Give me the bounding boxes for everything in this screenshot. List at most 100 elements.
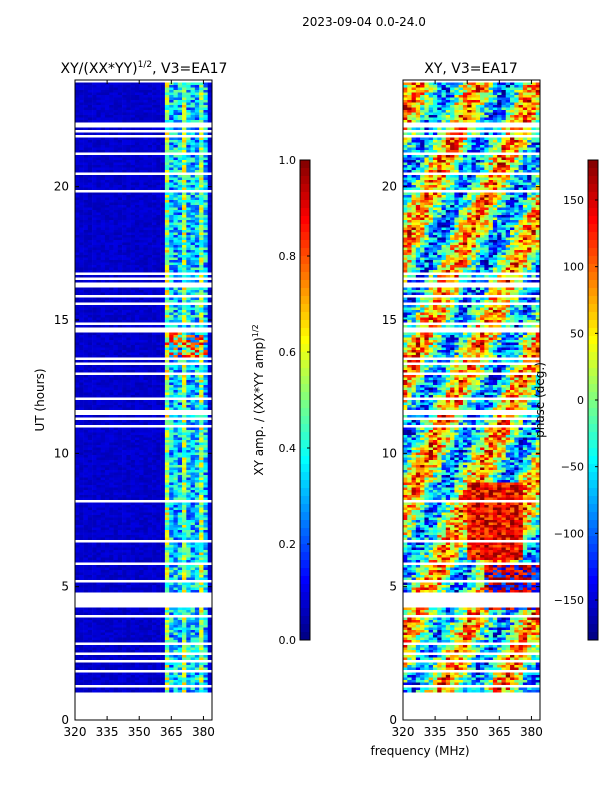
amp-cell (177, 432, 183, 435)
amp-cell (173, 402, 179, 405)
amp-cell (130, 432, 136, 435)
amp-cell (160, 375, 166, 378)
amp-cell (186, 407, 191, 410)
amp-cell (152, 220, 157, 223)
amp-cell (207, 297, 213, 300)
amp-cell (104, 305, 110, 308)
amp-cell (203, 445, 209, 448)
amp-cell (143, 515, 149, 518)
amp-cell (100, 427, 106, 430)
amp-cell (152, 195, 157, 198)
amp-cell (164, 160, 170, 163)
amp-cell (182, 505, 187, 508)
amp-cell (75, 440, 80, 443)
amp-cell (164, 440, 170, 443)
amp-cell (169, 275, 174, 278)
amp-cell (173, 225, 179, 228)
amp-cell (96, 175, 101, 178)
amp-cell (207, 502, 213, 505)
amp-cell (126, 210, 131, 213)
amp-cell (117, 97, 123, 100)
amp-cell (177, 525, 183, 528)
amp-cell (79, 255, 84, 258)
amp-cell (207, 365, 213, 368)
amp-cell (156, 87, 161, 90)
amp-cell (143, 167, 149, 170)
amp-cell (190, 292, 196, 295)
amp-cell (96, 465, 101, 468)
amp-cell (143, 502, 149, 505)
amp-cell (194, 255, 200, 258)
amp-cell (96, 142, 101, 145)
amp-cell (100, 160, 106, 163)
amp-cell (147, 132, 153, 135)
amp-cell (182, 90, 187, 93)
amp-cell (100, 467, 106, 470)
amp-cell (143, 110, 149, 113)
amp-cell (100, 182, 106, 185)
amp-cell (75, 265, 80, 268)
amp-cell (147, 315, 153, 318)
amp-cell (190, 112, 196, 115)
amp-cell (109, 217, 114, 220)
amp-cell (104, 455, 110, 458)
amp-cell (130, 210, 136, 213)
amp-cell (83, 365, 89, 368)
amp-cell (109, 507, 114, 510)
amp-cell (113, 527, 119, 530)
amp-cell (113, 405, 119, 408)
amp-cell (173, 185, 179, 188)
amp-cell (104, 150, 110, 153)
amp-cell (186, 102, 191, 105)
amp-cell (92, 427, 97, 430)
amp-cell (186, 310, 191, 313)
amp-cell (134, 257, 140, 260)
amp-cell (83, 335, 89, 338)
amp-cell (113, 477, 119, 480)
amp-cell (139, 257, 144, 260)
amp-cell (203, 227, 209, 230)
amp-cell (75, 430, 80, 433)
amp-cell (207, 230, 213, 233)
amp-cell (194, 352, 200, 355)
amp-cell (177, 355, 183, 358)
amp-cell (75, 287, 80, 290)
amp-cell (109, 117, 114, 120)
amp-cell (199, 265, 204, 268)
amp-cell (186, 105, 191, 108)
amp-cell (169, 292, 174, 295)
amp-cell (194, 442, 200, 445)
amp-cell (173, 335, 179, 338)
amp-cell (152, 495, 157, 498)
amp-cell (122, 377, 127, 380)
amp-cell (199, 415, 204, 418)
amp-cell (139, 422, 144, 425)
amp-cell (75, 112, 80, 115)
amp-cell (190, 205, 196, 208)
amp-cell (75, 275, 80, 278)
amp-cell (147, 95, 153, 98)
amp-cell (156, 175, 161, 178)
amp-cell (164, 320, 170, 323)
amp-cell (199, 350, 204, 353)
amp-cell (100, 522, 106, 525)
amp-cell (156, 495, 161, 498)
amp-cell (143, 465, 149, 468)
amp-cell (104, 405, 110, 408)
amp-cell (152, 292, 157, 295)
amp-cell (134, 455, 140, 458)
amp-cell (109, 420, 114, 423)
amp-cell (100, 360, 106, 363)
amp-cell (169, 347, 174, 350)
amp-cell (156, 242, 161, 245)
amp-cell (83, 430, 89, 433)
amp-cell (92, 210, 97, 213)
amp-cell (117, 505, 123, 508)
amp-cell (190, 395, 196, 398)
amp-cell (96, 495, 101, 498)
amp-cell (160, 457, 166, 460)
amp-cell (194, 337, 200, 340)
amp-cell (100, 477, 106, 480)
amp-cell (160, 465, 166, 468)
amp-cell (75, 445, 80, 448)
